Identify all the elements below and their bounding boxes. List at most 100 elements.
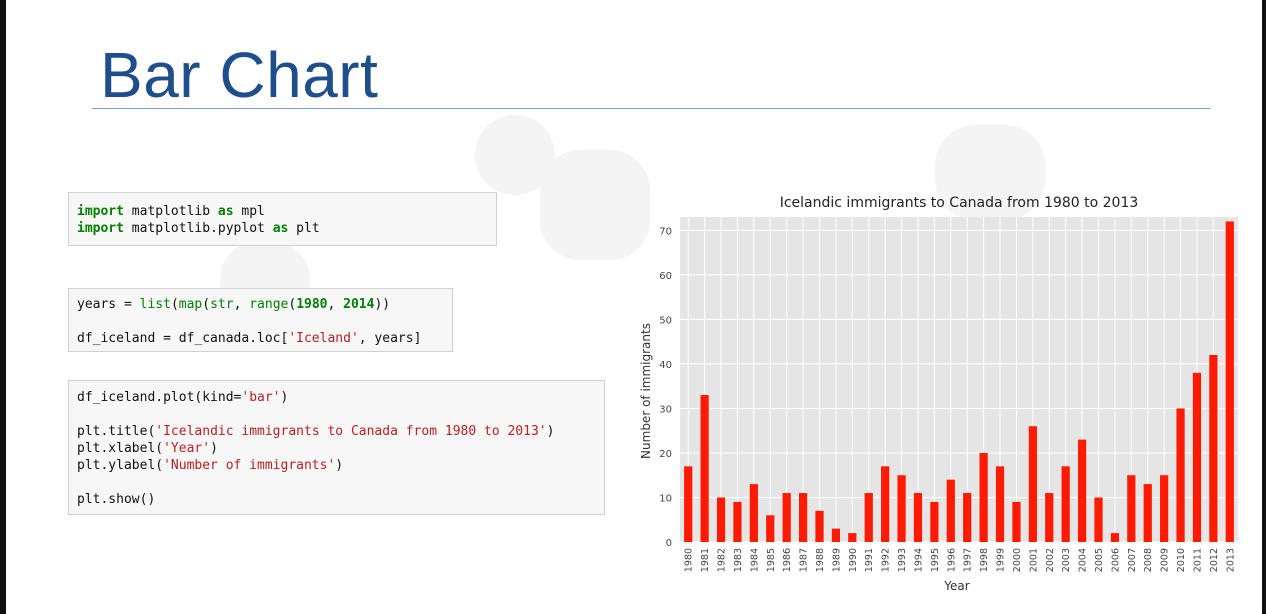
y-tick-label: 30: [659, 404, 672, 415]
bar: [963, 493, 972, 542]
code-token: mpl: [233, 204, 265, 219]
x-tick-label: 2010: [1176, 548, 1187, 572]
code-token: matplotlib.pyplot: [123, 221, 273, 236]
code-token: plt.title(: [77, 424, 156, 439]
bar: [1160, 475, 1169, 542]
bar: [913, 493, 923, 542]
y-tick-label: 60: [659, 271, 672, 282]
x-tick-label: 1998: [979, 548, 990, 572]
bar: [716, 497, 726, 542]
x-tick-label: 2002: [1045, 548, 1056, 572]
code-token: 'Icelandic immigrants to Canada from 198…: [155, 424, 547, 439]
code-token: plt.xlabel(: [77, 441, 164, 456]
code-token: matplotlib: [123, 204, 218, 219]
code-token: )): [374, 297, 391, 312]
bar: [684, 466, 693, 542]
title-divider: [92, 108, 1210, 109]
plot-area: 0 10 20 30 40 50 60 70 1980 1981 1982 1983 1984 1985 1…: [659, 217, 1238, 572]
y-tick-label: 70: [659, 226, 672, 237]
x-tick-label: 1989: [831, 548, 842, 572]
code-line: [77, 313, 444, 330]
bar: [1192, 372, 1202, 542]
code-token: (: [202, 297, 211, 312]
code-token: (: [288, 297, 297, 312]
bar: [1143, 484, 1152, 542]
bar: [1127, 475, 1136, 542]
x-tick-label: 1984: [749, 548, 760, 572]
bar: [1045, 493, 1054, 542]
code-token: ): [210, 441, 218, 456]
y-tick-label: 50: [659, 315, 672, 326]
x-tick-label: 1986: [782, 548, 793, 572]
bar: [1012, 501, 1021, 542]
x-tick-label: 1982: [717, 548, 728, 572]
watermark-shape: [935, 125, 1045, 220]
code-token: map: [178, 297, 203, 312]
slide-title: Bar Chart: [100, 39, 379, 111]
code-line: years = list(map(str, range(1980, 2014)): [77, 296, 444, 313]
x-tick-label: 1997: [963, 548, 974, 572]
x-tick-label: 1983: [733, 548, 744, 572]
x-tick-label: 1991: [864, 548, 875, 572]
code-token: 'Year': [163, 441, 211, 456]
bar: [1110, 533, 1120, 542]
code-token: ,: [327, 297, 344, 312]
x-tick-label: 1985: [766, 548, 777, 572]
x-tick-label: 2006: [1110, 548, 1121, 572]
left-edge-bar: [0, 0, 6, 614]
code-cell-plot[interactable]: df_iceland.plot(kind='bar') plt.title('I…: [68, 380, 605, 515]
chart-title: Icelandic immigrants to Canada from 1980…: [780, 195, 1139, 211]
x-tick-label: 2001: [1028, 548, 1039, 572]
code-line: plt.title('Icelandic immigrants to Canad…: [77, 423, 596, 440]
bar: [1061, 466, 1070, 542]
code-line: plt.show(): [77, 491, 596, 508]
bar: [700, 395, 709, 542]
code-token: (: [170, 297, 179, 312]
x-tick-label: 2009: [1160, 548, 1171, 572]
y-axis-label: Number of immigrants: [639, 323, 653, 459]
code-token: 'Iceland': [288, 331, 359, 346]
code-token: list: [139, 297, 171, 312]
bar: [831, 528, 841, 542]
chart-svg: Icelandic immigrants to Canada from 1980…: [639, 195, 1238, 593]
x-tick-label: 1996: [946, 548, 957, 572]
code-token: 'Number of immigrants': [163, 458, 336, 473]
code-token: ): [546, 424, 555, 439]
y-tick-label: 0: [666, 538, 672, 549]
code-line: import matplotlib as mpl: [77, 203, 488, 220]
x-tick-label: 2007: [1127, 548, 1138, 572]
x-tick-label: 2003: [1061, 548, 1072, 572]
code-cell-data-prep[interactable]: years = list(map(str, range(1980, 2014))…: [68, 288, 453, 352]
bar: [1028, 426, 1037, 542]
watermark-shape: [540, 150, 650, 260]
code-line: plt.ylabel('Number of immigrants'): [77, 457, 596, 474]
code-token: range: [249, 297, 289, 312]
code-token: 1980: [296, 297, 328, 312]
code-token: df_iceland.plot(kind=: [77, 390, 242, 405]
right-edge-bar: [1262, 0, 1266, 614]
code-token: plt.ylabel(: [77, 458, 164, 473]
x-tick-label: 1993: [897, 548, 908, 572]
x-tick-label: 1981: [700, 548, 711, 572]
bar: [749, 484, 758, 542]
code-token: as: [217, 204, 234, 219]
code-cell-imports[interactable]: import matplotlib as mpl import matplotli…: [68, 192, 497, 246]
bar: [1077, 439, 1087, 542]
code-token: ): [280, 390, 289, 405]
code-token: ): [335, 458, 344, 473]
y-tick-label: 10: [659, 493, 672, 504]
code-token: years =: [77, 297, 140, 312]
x-tick-label: 1990: [848, 548, 859, 572]
plot-background: [680, 217, 1238, 542]
x-tick-label: 2011: [1192, 548, 1203, 572]
code-line: df_iceland = df_canada.loc['Iceland', ye…: [77, 330, 444, 347]
x-tick-label: 1992: [881, 548, 892, 572]
bar: [815, 510, 824, 542]
bar: [1225, 221, 1234, 542]
bar: [897, 475, 906, 542]
code-token: as: [272, 221, 289, 236]
x-axis-label: Year: [943, 579, 969, 593]
code-token: , years]: [358, 331, 422, 346]
x-tick-label: 1994: [913, 548, 924, 572]
bar: [733, 501, 742, 542]
